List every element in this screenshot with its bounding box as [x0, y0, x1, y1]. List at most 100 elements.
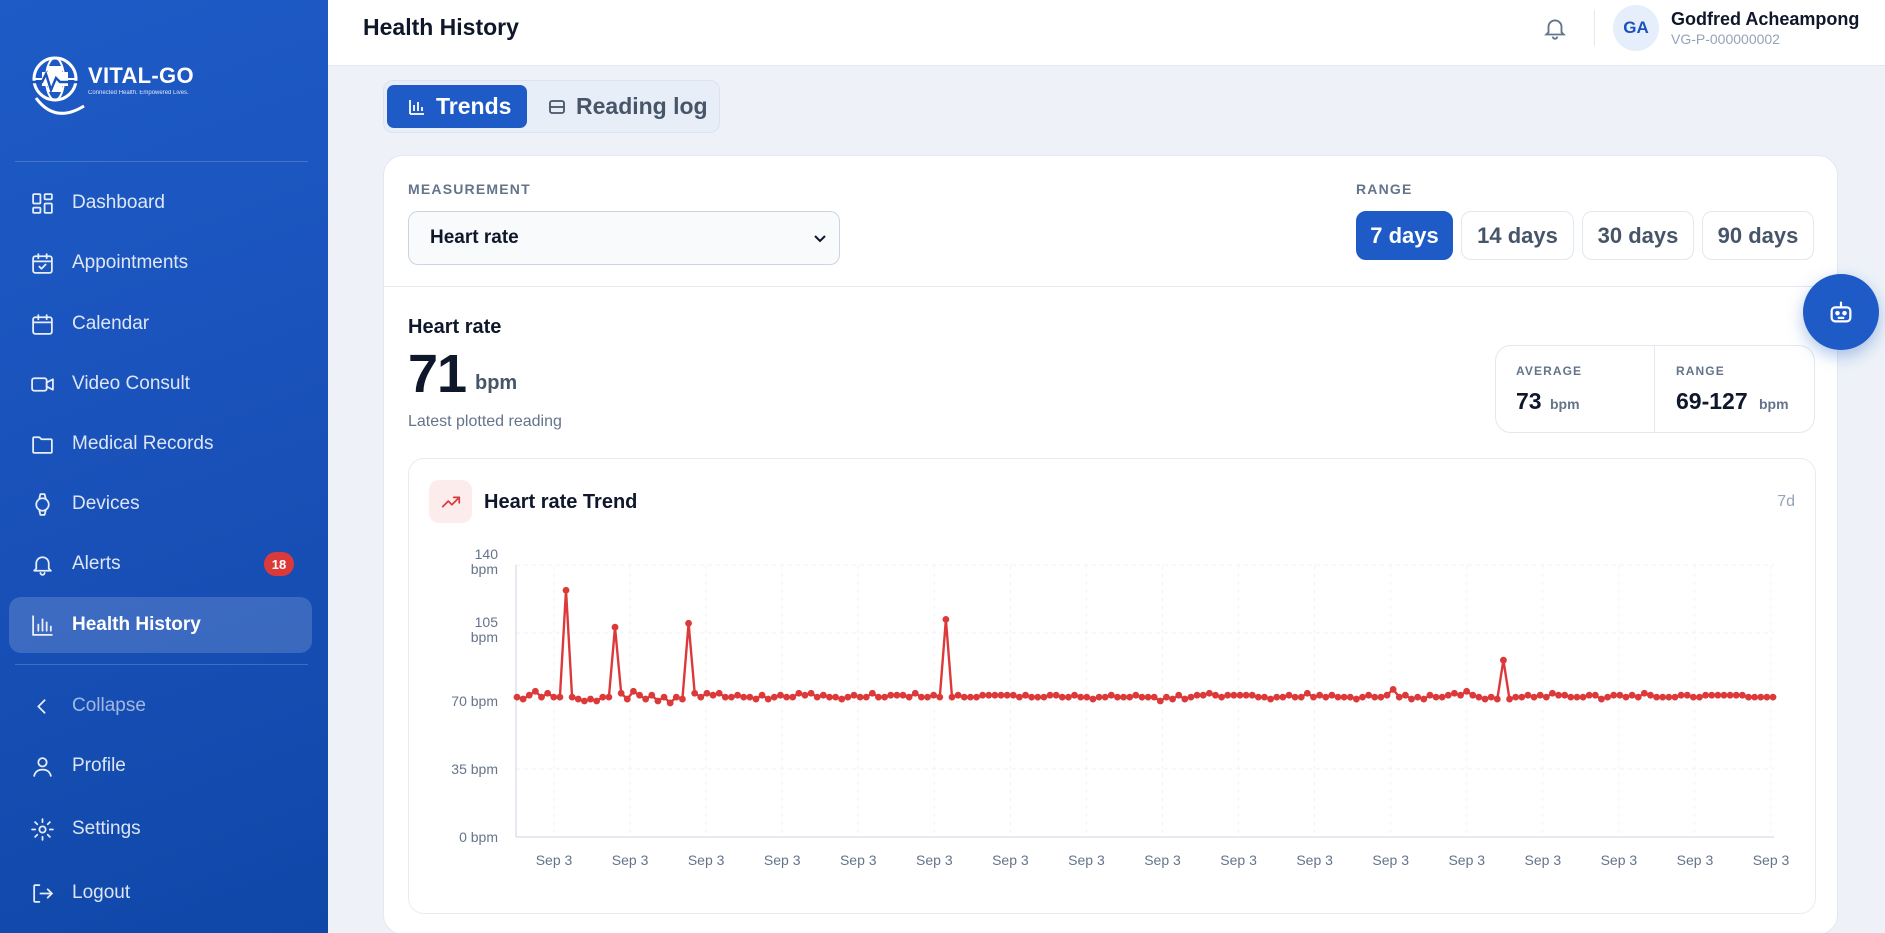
- data-point: [1083, 693, 1091, 701]
- data-point: [1438, 693, 1446, 701]
- trend-chart-panel: Heart rate Trend 7d 0 bpm 35 bpm 70 bpm 105…: [408, 458, 1816, 914]
- data-point: [960, 693, 968, 701]
- avatar[interactable]: GA: [1613, 5, 1659, 51]
- data-point: [752, 695, 760, 703]
- assistant-bot-button[interactable]: [1803, 274, 1879, 350]
- data-point: [1181, 695, 1189, 703]
- data-point: [1218, 693, 1225, 701]
- sidebar-item-label: Medical Records: [72, 433, 214, 454]
- data-point: [1457, 691, 1464, 699]
- data-point: [1469, 691, 1477, 699]
- data-point: [1432, 693, 1440, 701]
- data-point: [1475, 693, 1483, 701]
- sidebar-item-label: Settings: [72, 818, 141, 839]
- data-point: [1395, 693, 1403, 701]
- trending-up-icon: [429, 480, 472, 523]
- data-point: [758, 691, 766, 699]
- data-point: [740, 693, 748, 701]
- range-90-days-button[interactable]: 90 days: [1702, 211, 1814, 260]
- data-point: [1579, 693, 1587, 701]
- data-point: [777, 691, 784, 699]
- data-point: [648, 691, 656, 699]
- x-tick-label: Sep 3: [536, 852, 573, 868]
- data-point: [973, 693, 980, 701]
- sidebar-item-calendar[interactable]: Calendar: [9, 296, 312, 352]
- sidebar-item-label: Logout: [72, 882, 131, 903]
- data-point: [1120, 693, 1127, 701]
- x-tick-label: Sep 3: [1677, 852, 1714, 868]
- globe-cross-logo-icon: [31, 56, 85, 115]
- data-point: [826, 693, 833, 701]
- tab-trends[interactable]: Trends: [387, 85, 527, 128]
- data-point: [764, 695, 772, 703]
- data-point: [991, 691, 999, 699]
- data-point: [660, 693, 668, 701]
- measurement-select[interactable]: Heart rate: [408, 211, 840, 265]
- chevron-left-icon: [29, 693, 55, 719]
- y-tick-label: 70 bpm: [451, 693, 498, 709]
- range-14-days-button[interactable]: 14 days: [1461, 211, 1574, 260]
- data-point: [1640, 689, 1648, 697]
- x-tick-label: Sep 3: [612, 852, 649, 868]
- sidebar-item-logout[interactable]: Logout: [9, 865, 312, 921]
- data-point: [1310, 693, 1317, 701]
- data-point: [1058, 693, 1066, 701]
- x-tick-label: Sep 3: [992, 852, 1029, 868]
- sidebar-item-appointments[interactable]: Appointments: [9, 235, 312, 291]
- data-point: [789, 693, 797, 701]
- gear-icon: [29, 816, 55, 842]
- data-point: [617, 689, 625, 697]
- data-point: [1696, 693, 1703, 701]
- average-label: AVERAGE: [1516, 364, 1583, 378]
- data-point: [1408, 695, 1415, 703]
- data-point: [1444, 691, 1452, 699]
- data-point: [1034, 693, 1042, 701]
- folder-icon: [29, 431, 55, 457]
- data-point: [1205, 689, 1213, 697]
- range-stat-unit: bpm: [1759, 396, 1789, 412]
- sidebar-item-settings[interactable]: Settings: [9, 801, 312, 857]
- trends-card: MEASUREMENT Heart rate RANGE 7 days 14 d…: [383, 155, 1838, 933]
- sidebar-item-medical-records[interactable]: Medical Records: [9, 416, 312, 472]
- data-point: [1273, 693, 1281, 701]
- x-tick-label: Sep 3: [1068, 852, 1105, 868]
- data-point: [568, 693, 576, 701]
- sidebar-collapse-button[interactable]: Collapse: [9, 678, 312, 734]
- sidebar-item-alerts[interactable]: Alerts 18: [9, 536, 312, 592]
- data-point: [1732, 691, 1740, 699]
- data-point: [1567, 693, 1575, 701]
- data-point: [1028, 693, 1036, 701]
- data-point: [599, 693, 607, 701]
- data-point: [1714, 691, 1722, 699]
- data-point: [1536, 691, 1544, 699]
- data-point: [1720, 691, 1728, 699]
- data-point: [1751, 693, 1759, 701]
- sidebar-item-video-consult[interactable]: Video Consult: [9, 356, 312, 412]
- data-point: [1046, 691, 1054, 699]
- range-7-days-button[interactable]: 7 days: [1356, 211, 1453, 260]
- vital-go-logo[interactable]: VITAL-GO Connected Health. Empowered Liv…: [28, 50, 198, 122]
- data-point: [746, 693, 754, 701]
- data-point: [1279, 693, 1287, 701]
- data-point: [795, 689, 803, 697]
- data-point: [1371, 693, 1379, 701]
- sidebar-item-label: Profile: [72, 755, 126, 776]
- data-point: [1383, 691, 1391, 699]
- sidebar-item-health-history[interactable]: Health History: [9, 597, 312, 653]
- data-point: [666, 699, 674, 707]
- data-point: [819, 691, 827, 699]
- sidebar-item-devices[interactable]: Devices: [9, 476, 312, 532]
- data-point: [1022, 691, 1029, 699]
- data-point: [1285, 691, 1293, 699]
- tab-reading-log[interactable]: Reading log: [548, 85, 708, 128]
- notifications-bell-icon[interactable]: [1540, 13, 1570, 43]
- data-point: [728, 693, 735, 701]
- x-tick-label: Sep 3: [1448, 852, 1485, 868]
- range-30-days-button[interactable]: 30 days: [1582, 211, 1694, 260]
- data-point: [1365, 691, 1373, 699]
- data-point: [1267, 695, 1274, 703]
- sidebar-item-label: Alerts: [72, 553, 121, 574]
- sidebar-item-profile[interactable]: Profile: [9, 738, 312, 794]
- sidebar-item-dashboard[interactable]: Dashboard: [9, 175, 312, 231]
- data-point: [1359, 693, 1366, 701]
